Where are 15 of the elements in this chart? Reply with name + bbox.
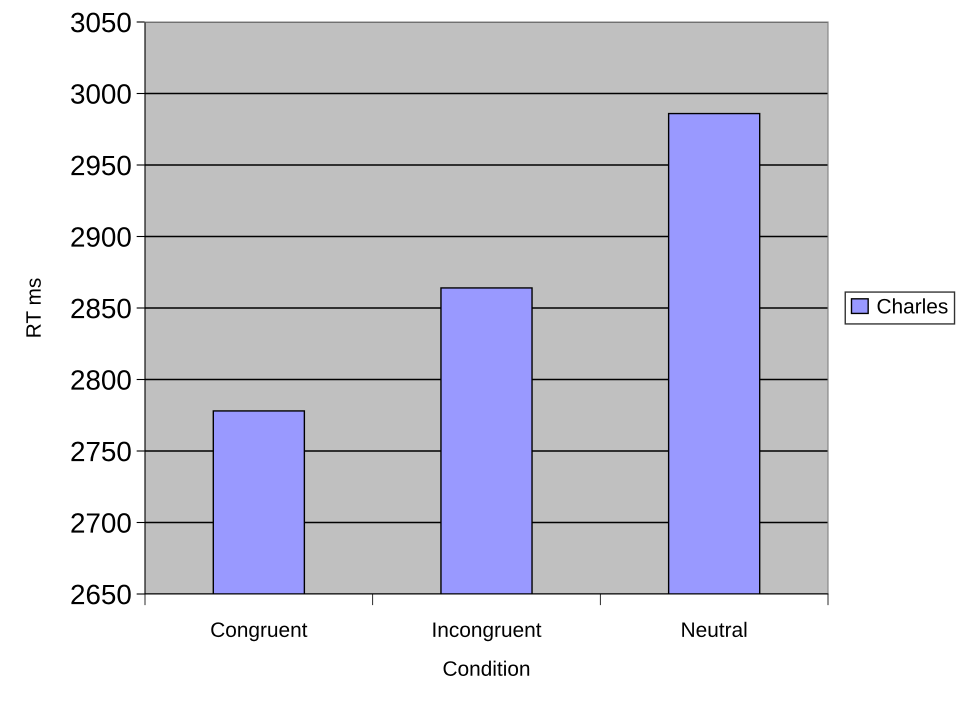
x-axis-title: Condition xyxy=(444,660,530,676)
y-tick-label: 2700 xyxy=(71,513,131,533)
y-tick-label: 2800 xyxy=(71,370,131,390)
y-tick-label: 3050 xyxy=(71,12,131,32)
y-tick-label: 2900 xyxy=(71,227,131,247)
legend-label: Charles xyxy=(878,298,948,314)
y-axis-title: RT ms xyxy=(26,278,41,337)
y-tick-label: 2650 xyxy=(71,584,131,604)
x-tick-label: Congruent xyxy=(211,622,308,642)
y-tick-label: 2950 xyxy=(71,156,131,176)
y-tick-label: 3000 xyxy=(71,84,131,104)
x-tick-label: Neutral xyxy=(682,622,746,638)
y-tick-label: 2850 xyxy=(71,298,131,318)
y-tick-label: 2750 xyxy=(71,442,131,462)
x-tick-label: Incongruent xyxy=(433,622,542,642)
